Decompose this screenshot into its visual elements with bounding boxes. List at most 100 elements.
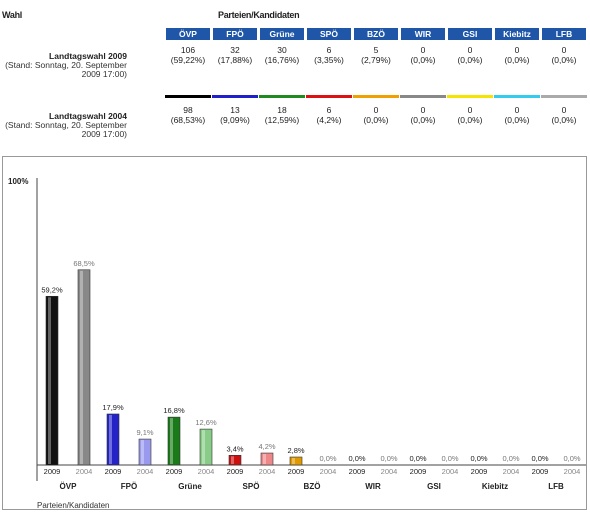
series-year-label: 2004: [503, 467, 520, 476]
data-label: 0,0%: [348, 454, 365, 463]
vote-count: 30: [277, 45, 287, 55]
data-label: 59,2%: [41, 285, 63, 294]
vote-percent: (0,0%): [410, 114, 436, 125]
series-year-label: 2009: [166, 467, 183, 476]
series-year-label: 2004: [137, 467, 154, 476]
bar-highlight: [231, 456, 234, 464]
party-color-line: [353, 95, 399, 98]
vote-percent: (4,2%): [316, 114, 342, 125]
result-cell: 0 (0,0%): [494, 105, 540, 125]
result-cell: 6 (3,35%): [306, 45, 352, 65]
result-cell: 0 (0,0%): [400, 45, 446, 65]
vote-count: 6: [326, 45, 332, 55]
bar-highlight: [170, 418, 173, 464]
result-cell: 0 (0,0%): [447, 45, 493, 65]
bar-highlight: [141, 440, 144, 464]
data-label: 0,0%: [470, 454, 487, 463]
row-stand: (Stand: Sonntag, 20. September 2009 17:0…: [5, 120, 127, 139]
category-label: LFB: [548, 482, 564, 491]
data-label: 12,6%: [195, 418, 217, 427]
data-label: 0,0%: [409, 454, 426, 463]
vote-count: 0: [467, 105, 473, 115]
bar-highlight: [292, 458, 295, 464]
result-cell: 0 (0,0%): [494, 45, 540, 65]
party-color-line: [306, 95, 352, 98]
vote-percent: (17,88%): [217, 54, 253, 65]
data-label: 0,0%: [319, 454, 336, 463]
bar: [260, 452, 274, 466]
vote-count: 0: [514, 45, 520, 55]
series-year-label: 2009: [288, 467, 305, 476]
bar: [289, 456, 303, 466]
result-cell: 0 (0,0%): [541, 105, 587, 125]
party-header-5: WIR: [401, 28, 445, 40]
data-label: 0,0%: [502, 454, 519, 463]
vote-percent: (3,35%): [314, 54, 344, 65]
series-year-label: 2004: [381, 467, 398, 476]
result-cell: 0 (0,0%): [447, 105, 493, 125]
vote-count: 0: [514, 105, 520, 115]
vote-percent: (16,76%): [264, 54, 300, 65]
result-cell: 30 (16,76%): [259, 45, 305, 65]
result-cell: 5 (2,79%): [353, 45, 399, 65]
data-label: 2,8%: [287, 446, 304, 455]
vote-count: 32: [230, 45, 240, 55]
party-header-3: SPÖ: [307, 28, 351, 40]
party-color-line: [494, 95, 540, 98]
vote-count: 13: [230, 105, 240, 115]
series-year-label: 2004: [259, 467, 276, 476]
vote-count: 6: [326, 105, 332, 115]
vote-percent: (0,0%): [410, 54, 436, 65]
result-cell: 6 (4,2%): [306, 105, 352, 125]
result-cell: 0 (0,0%): [400, 105, 446, 125]
series-year-label: 2009: [105, 467, 122, 476]
bar-highlight: [48, 297, 51, 464]
series-year-label: 2004: [76, 467, 93, 476]
category-label: BZÖ: [304, 482, 321, 491]
bar-highlight: [109, 414, 112, 464]
party-color-line: [212, 95, 258, 98]
series-year-label: 2009: [44, 467, 61, 476]
party-header-7: Kiebitz: [495, 28, 539, 40]
result-cell: 0 (0,0%): [353, 105, 399, 125]
vote-count: 106: [180, 45, 196, 55]
vote-count: 0: [420, 105, 426, 115]
row-title: Landtagswahl 2004: [49, 111, 127, 121]
category-label: ÖVP: [60, 482, 78, 491]
vote-percent: (0,0%): [551, 54, 577, 65]
data-label: 16,8%: [163, 406, 185, 415]
data-label: 0,0%: [380, 454, 397, 463]
bar-highlight: [202, 430, 205, 464]
bar: [138, 438, 152, 466]
series-year-label: 2004: [198, 467, 215, 476]
bar: [199, 428, 213, 466]
x-axis-title: Parteien/Kandidaten: [37, 501, 110, 510]
row-label-0: Landtagswahl 2009 (Stand: Sonntag, 20. Se…: [0, 52, 127, 79]
series-year-label: 2009: [471, 467, 488, 476]
party-header-1: FPÖ: [213, 28, 257, 40]
category-label: GSI: [427, 482, 441, 491]
vote-count: 0: [467, 45, 473, 55]
row-title: Landtagswahl 2009: [49, 51, 127, 61]
vote-percent: (0,0%): [551, 114, 577, 125]
series-year-label: 2009: [227, 467, 244, 476]
vote-percent: (0,0%): [457, 54, 483, 65]
vote-percent: (0,0%): [504, 54, 530, 65]
category-label: Grüne: [178, 482, 202, 491]
vote-count: 5: [373, 45, 379, 55]
result-cell: 0 (0,0%): [541, 45, 587, 65]
series-year-label: 2004: [442, 467, 459, 476]
party-header-8: LFB: [542, 28, 586, 40]
vote-percent: (0,0%): [457, 114, 483, 125]
bar: [45, 295, 59, 466]
series-year-label: 2004: [564, 467, 581, 476]
bar: [167, 416, 181, 466]
vote-count: 0: [420, 45, 426, 55]
data-label: 0,0%: [563, 454, 580, 463]
vote-count: 0: [373, 105, 379, 115]
data-label: 3,4%: [226, 444, 243, 453]
data-label: 9,1%: [136, 428, 153, 437]
result-cell: 13 (9,09%): [212, 105, 258, 125]
party-color-line: [259, 95, 305, 98]
